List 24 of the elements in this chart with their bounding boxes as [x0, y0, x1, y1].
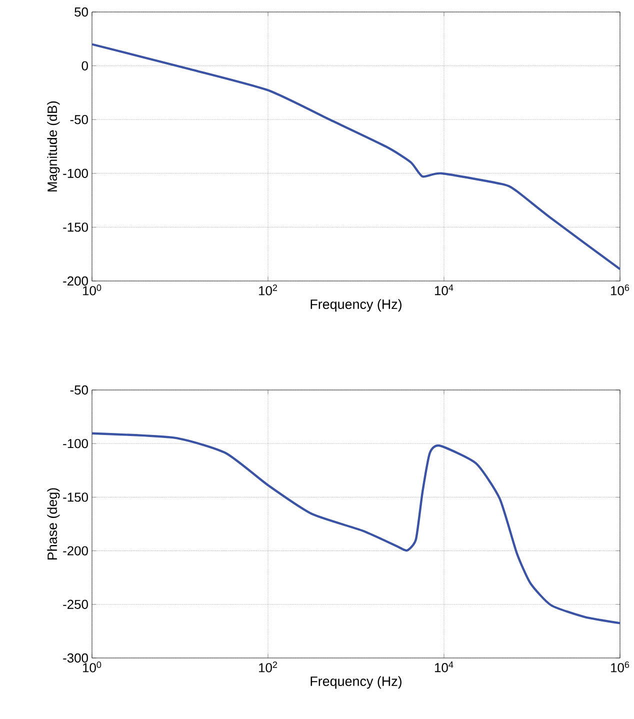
y-tick-label: 50: [74, 7, 88, 17]
y-tick-label: -200: [63, 276, 88, 286]
y-tick-label: -150: [63, 492, 88, 502]
x-tick-label: 10$^{4}$: [435, 662, 454, 672]
x-tick-label: 10$^{6}$: [611, 284, 630, 296]
x-tick-label: 10$^{2}$: [259, 284, 278, 296]
y-tick-label: -150: [63, 222, 88, 232]
x-tick-label: 10$^{2}$: [259, 662, 278, 672]
y-tick-label: -50: [70, 115, 88, 124]
y-tick-label: 0: [82, 61, 88, 70]
x-axis-title: Frequency (Hz): [310, 299, 402, 312]
y-axis-title: Magnitude (dB): [47, 101, 60, 192]
y-tick-label: -250: [63, 600, 88, 609]
y-tick-label: -100: [63, 439, 88, 448]
x-tick-label: 10$^{0}$: [83, 284, 102, 296]
y-axis-title: Phase (deg): [47, 488, 60, 560]
y-tick-label: -300: [63, 653, 88, 663]
x-tick-label: 10$^{0}$: [83, 662, 102, 672]
x-axis-title: Frequency (Hz): [310, 676, 402, 689]
y-tick-label: -100: [63, 168, 88, 178]
y-tick-label: -200: [63, 546, 88, 556]
y-tick-label: -50: [70, 385, 88, 395]
x-tick-label: 10$^{6}$: [611, 662, 630, 672]
x-tick-label: 10$^{4}$: [435, 284, 454, 296]
